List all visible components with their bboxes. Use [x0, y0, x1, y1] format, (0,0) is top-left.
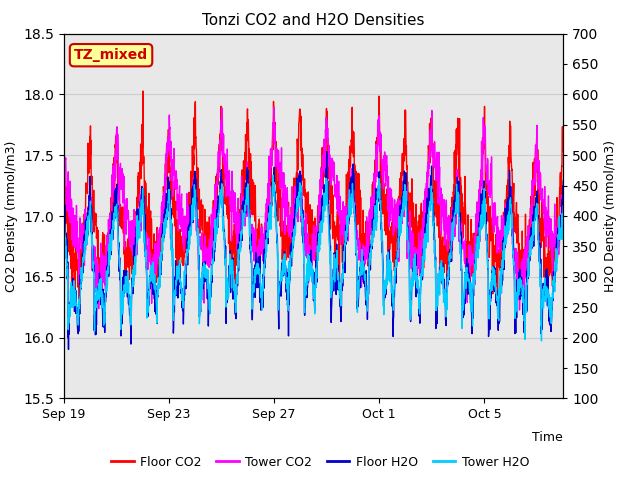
Text: Time: Time — [532, 431, 563, 444]
Y-axis label: H2O Density (mmol/m3): H2O Density (mmol/m3) — [604, 140, 617, 292]
Text: TZ_mixed: TZ_mixed — [74, 48, 148, 62]
Legend: Floor CO2, Tower CO2, Floor H2O, Tower H2O: Floor CO2, Tower CO2, Floor H2O, Tower H… — [106, 451, 534, 474]
Y-axis label: CO2 Density (mmol/m3): CO2 Density (mmol/m3) — [5, 140, 18, 292]
Title: Tonzi CO2 and H2O Densities: Tonzi CO2 and H2O Densities — [202, 13, 425, 28]
